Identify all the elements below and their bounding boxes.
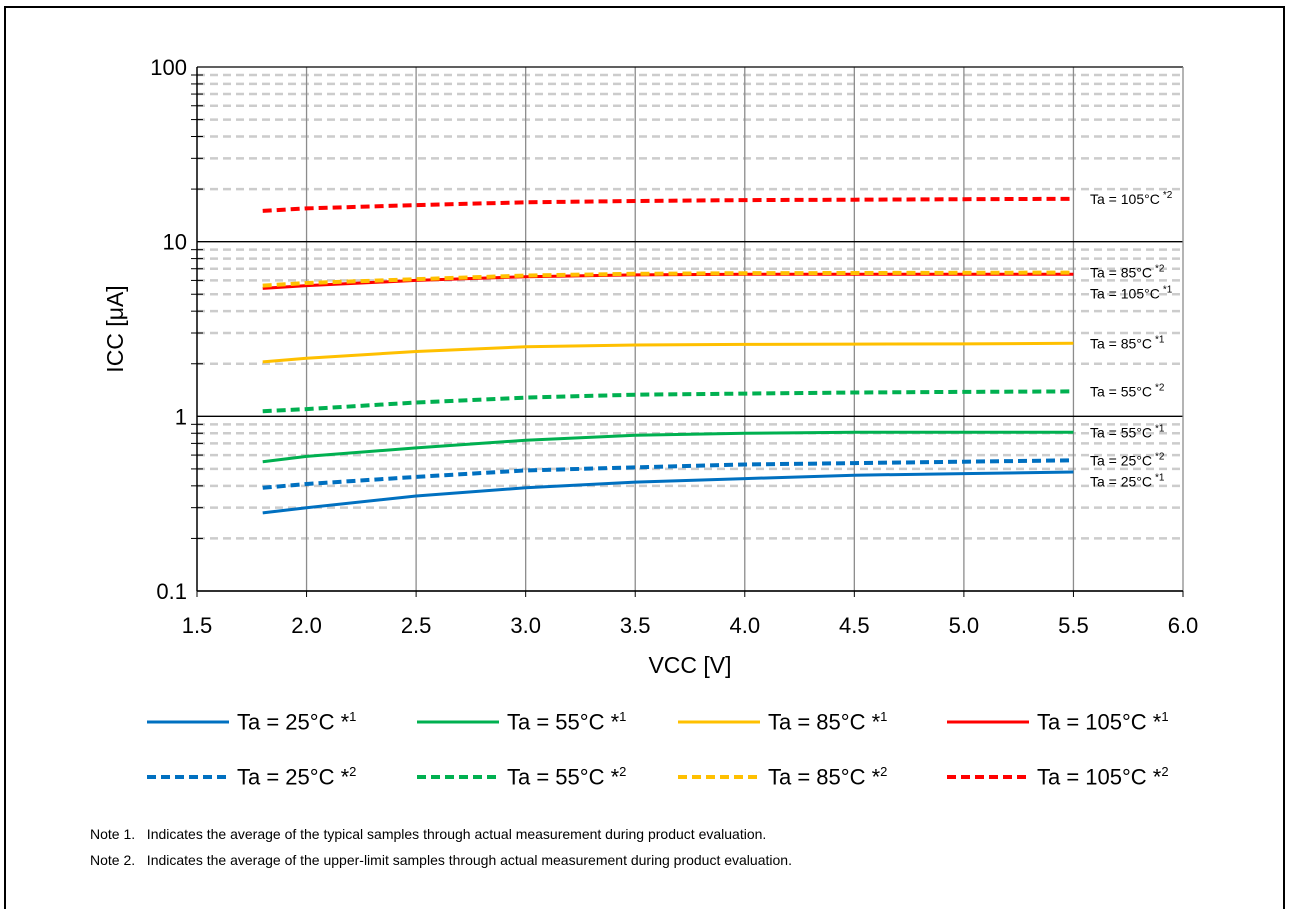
legend-item: Ta = 25°C *2 <box>145 760 356 794</box>
series-line-3 <box>262 341 1074 364</box>
x-tick-label: 6.0 <box>1168 613 1199 638</box>
series-end-label: Ta = 55°C *1 <box>1090 423 1165 440</box>
series-end-label: Ta = 25°C *2 <box>1090 451 1165 468</box>
x-tick-label: 1.5 <box>182 613 213 638</box>
legend-label: Ta = 55°C *1 <box>507 708 627 735</box>
legend-swatch <box>947 720 1029 724</box>
legend-label: Ta = 85°C *1 <box>768 708 888 735</box>
legend-note-marker: 1 <box>619 708 627 724</box>
note-1: Note 1. Indicates the average of the typ… <box>90 826 767 842</box>
x-tick-label: 5.5 <box>1058 613 1089 638</box>
legend-swatch <box>417 720 499 724</box>
x-tick-label: 4.0 <box>729 613 760 638</box>
x-tick-label: 4.5 <box>839 613 870 638</box>
series-end-label: Ta = 85°C *2 <box>1090 264 1165 281</box>
x-tick-label: 2.5 <box>401 613 432 638</box>
legend-note-marker: 1 <box>880 708 888 724</box>
legend-item: Ta = 105°C *2 <box>945 760 1169 794</box>
series-line-1 <box>262 470 1074 515</box>
legend-item: Ta = 55°C *2 <box>415 760 626 794</box>
legend-swatch <box>147 720 229 724</box>
legend-item: Ta = 25°C *1 <box>145 705 356 739</box>
x-tick-label: 3.0 <box>510 613 541 638</box>
series-end-label: Ta = 55°C *2 <box>1090 382 1165 399</box>
y-tick-label: 1 <box>175 404 187 429</box>
x-tick-label: 2.0 <box>291 613 322 638</box>
x-tick-label: 5.0 <box>949 613 980 638</box>
series-line-2 <box>262 430 1074 464</box>
series-line-7 <box>262 270 1074 288</box>
legend-swatch <box>678 720 760 724</box>
series-line-5 <box>262 458 1074 490</box>
series-end-label: Ta = 105°C *1 <box>1090 285 1173 302</box>
legend-label: Ta = 105°C *1 <box>1037 708 1169 735</box>
legend-swatch <box>678 775 760 779</box>
legend-label: Ta = 25°C *1 <box>237 708 357 735</box>
legend-item: Ta = 85°C *1 <box>676 705 887 739</box>
legend-note-marker: 1 <box>1161 708 1169 724</box>
legend-label: Ta = 25°C *2 <box>237 763 357 790</box>
note-2: Note 2. Indicates the average of the upp… <box>90 852 792 868</box>
legend-note-marker: 2 <box>880 763 888 779</box>
legend-swatch <box>147 775 229 779</box>
legend-item: Ta = 85°C *2 <box>676 760 887 794</box>
legend-swatch <box>947 775 1029 779</box>
legend-note-marker: 1 <box>349 708 357 724</box>
y-tick-label: 10 <box>163 230 187 255</box>
legend-note-marker: 2 <box>619 763 627 779</box>
legend-item: Ta = 55°C *1 <box>415 705 626 739</box>
y-tick-label: 100 <box>150 55 187 80</box>
series-line-6 <box>262 389 1074 414</box>
legend-item: Ta = 105°C *1 <box>945 705 1169 739</box>
x-tick-label: 3.5 <box>620 613 651 638</box>
legend-note-marker: 2 <box>349 763 357 779</box>
y-axis-label: ICC [μA] <box>102 285 128 372</box>
legend-swatch <box>417 775 499 779</box>
legend-label: Ta = 105°C *2 <box>1037 763 1169 790</box>
legend-label: Ta = 85°C *2 <box>768 763 888 790</box>
legend-label: Ta = 55°C *2 <box>507 763 627 790</box>
legend-note-marker: 2 <box>1161 763 1169 779</box>
figure-frame <box>4 6 1285 909</box>
icc-vcc-chart: 0.1 1 10 100 1.5 2.0 2.5 3.0 3.5 4.0 4.5 5.0 5.5 6.0 V… <box>102 55 1199 678</box>
series-end-label: Ta = 105°C *2 <box>1090 190 1173 207</box>
series-line-8 <box>262 196 1074 213</box>
series-end-label: Ta = 25°C *1 <box>1090 472 1165 489</box>
y-tick-label: 0.1 <box>156 579 187 604</box>
series-end-label: Ta = 85°C *1 <box>1090 334 1165 351</box>
x-axis-label: VCC [V] <box>648 652 731 678</box>
